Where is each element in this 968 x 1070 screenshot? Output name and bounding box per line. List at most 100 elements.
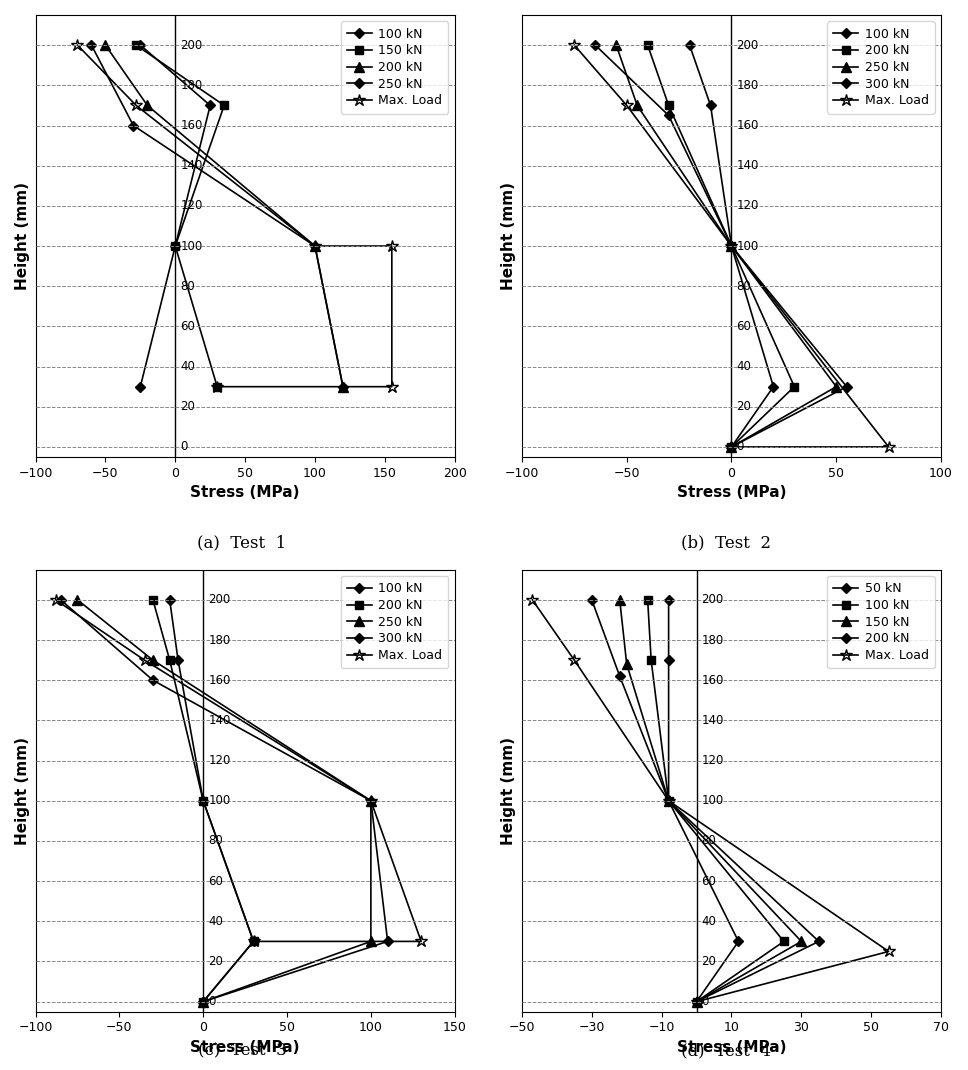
Line: 100 kN: 100 kN <box>166 596 257 1005</box>
100 kN <box>768 380 779 393</box>
Text: 160: 160 <box>702 674 724 687</box>
Text: 80: 80 <box>180 279 195 293</box>
Max. Load <box>248 935 259 948</box>
200 kN <box>141 100 153 112</box>
Text: 160: 160 <box>737 119 759 132</box>
300 kN <box>726 240 738 253</box>
Line: 100 kN: 100 kN <box>686 42 777 450</box>
Line: Max. Load: Max. Load <box>568 39 895 454</box>
Text: 20: 20 <box>737 400 751 413</box>
100 kN <box>646 654 657 667</box>
250 kN <box>128 119 139 132</box>
Max. Load <box>527 594 538 607</box>
X-axis label: Stress (MPa): Stress (MPa) <box>191 486 300 501</box>
50 kN <box>663 594 675 607</box>
Text: 180: 180 <box>208 633 230 646</box>
Text: 100: 100 <box>208 794 230 807</box>
Max. Load <box>415 935 427 948</box>
Legend: 100 kN, 150 kN, 200 kN, 250 kN, Max. Load: 100 kN, 150 kN, 200 kN, 250 kN, Max. Loa… <box>341 21 448 113</box>
Text: 0: 0 <box>208 995 216 1008</box>
300 kN <box>55 594 67 607</box>
200 kN <box>248 935 259 948</box>
200 kN <box>663 794 675 807</box>
250 kN <box>72 594 83 607</box>
Line: 200 kN: 200 kN <box>644 41 799 452</box>
Text: 200: 200 <box>702 594 724 607</box>
150 kN <box>691 995 703 1008</box>
300 kN <box>365 794 377 807</box>
Text: 120: 120 <box>208 754 230 767</box>
Text: 180: 180 <box>737 79 759 92</box>
200 kN <box>197 794 209 807</box>
300 kN <box>663 109 675 122</box>
Text: 20: 20 <box>702 956 716 968</box>
Max. Load <box>568 39 580 51</box>
Text: 60: 60 <box>180 320 196 333</box>
100 kN <box>726 240 738 253</box>
Line: Max. Load: Max. Load <box>527 594 895 1008</box>
Text: 40: 40 <box>702 915 716 928</box>
Max. Load <box>726 441 738 454</box>
X-axis label: Stress (MPa): Stress (MPa) <box>677 1040 786 1055</box>
100 kN <box>135 380 146 393</box>
Y-axis label: Height (mm): Height (mm) <box>15 182 30 290</box>
250 kN <box>365 794 377 807</box>
300 kN <box>197 995 209 1008</box>
250 kN <box>309 240 320 253</box>
Text: 80: 80 <box>737 279 751 293</box>
Text: 200: 200 <box>737 39 759 51</box>
X-axis label: Stress (MPa): Stress (MPa) <box>677 486 786 501</box>
150 kN <box>169 240 181 253</box>
Y-axis label: Height (mm): Height (mm) <box>501 182 516 290</box>
150 kN <box>131 39 142 51</box>
X-axis label: Stress (MPa): Stress (MPa) <box>191 1040 300 1055</box>
300 kN <box>147 674 159 687</box>
200 kN <box>642 39 653 51</box>
100 kN <box>164 594 175 607</box>
Line: 250 kN: 250 kN <box>612 41 841 452</box>
Text: 40: 40 <box>180 361 196 373</box>
300 kN <box>726 441 738 454</box>
200 kN <box>147 594 159 607</box>
Text: 40: 40 <box>737 361 751 373</box>
Text: 60: 60 <box>702 874 716 888</box>
Max. Load <box>365 794 377 807</box>
Line: 50 kN: 50 kN <box>665 596 741 1005</box>
Max. Load <box>691 995 703 1008</box>
Text: 140: 140 <box>208 714 230 727</box>
300 kN <box>590 39 601 51</box>
Text: 140: 140 <box>702 714 724 727</box>
100 kN <box>135 39 146 51</box>
250 kN <box>631 100 643 112</box>
Max. Load <box>883 945 894 958</box>
250 kN <box>85 39 97 51</box>
Max. Load <box>386 240 398 253</box>
100 kN <box>248 935 259 948</box>
100 kN <box>169 240 181 253</box>
Text: 20: 20 <box>208 956 223 968</box>
Text: 120: 120 <box>702 754 724 767</box>
Max. Load <box>726 240 738 253</box>
Max. Load <box>131 100 142 112</box>
100 kN <box>197 794 209 807</box>
Text: 80: 80 <box>702 835 716 847</box>
Max. Load <box>309 240 320 253</box>
Text: 140: 140 <box>180 159 202 172</box>
200 kN <box>164 654 175 667</box>
150 kN <box>211 380 223 393</box>
Text: 60: 60 <box>737 320 751 333</box>
Legend: 50 kN, 100 kN, 150 kN, 200 kN, Max. Load: 50 kN, 100 kN, 150 kN, 200 kN, Max. Load <box>827 576 935 669</box>
250 kN <box>365 935 377 948</box>
100 kN <box>726 441 738 454</box>
100 kN <box>204 100 216 112</box>
50 kN <box>691 995 703 1008</box>
Max. Load <box>50 594 62 607</box>
Line: 200 kN: 200 kN <box>149 596 257 1006</box>
Line: 150 kN: 150 kN <box>132 41 228 391</box>
Max. Load <box>663 794 675 807</box>
Text: (c)  Test  3: (c) Test 3 <box>197 1042 287 1059</box>
200 kN <box>726 441 738 454</box>
200 kN <box>614 670 625 683</box>
200 kN <box>789 380 801 393</box>
200 kN <box>813 935 825 948</box>
